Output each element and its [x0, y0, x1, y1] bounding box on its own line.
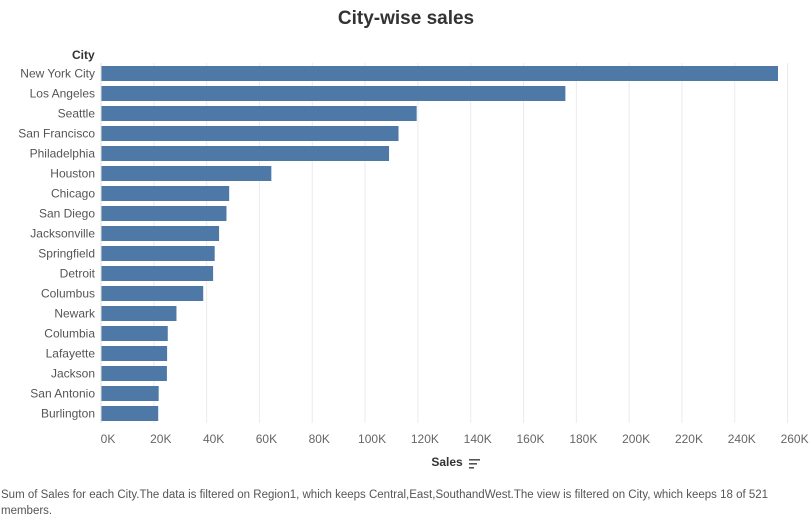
x-tick-label: 180K — [569, 432, 597, 446]
bar[interactable] — [101, 326, 168, 341]
bar[interactable] — [101, 266, 214, 281]
bar[interactable] — [101, 66, 778, 81]
bar[interactable] — [101, 106, 417, 121]
bar[interactable] — [101, 126, 399, 141]
bar-chart: 0K 20K 40K 60K 80K 100K 120K 140K 160K 180K 200K 22… — [18, 63, 809, 446]
category-label: Springfield — [38, 247, 95, 261]
x-tick-label: 100K — [358, 432, 386, 446]
category-label: Columbia — [44, 327, 95, 341]
x-tick-label: 40K — [203, 432, 224, 446]
category-label: San Diego — [39, 207, 95, 221]
x-axis-title: Sales — [0, 455, 812, 469]
category-label: Jacksonville — [30, 227, 95, 241]
bar[interactable] — [101, 286, 204, 301]
x-tick-label: 200K — [622, 432, 650, 446]
sort-icon[interactable] — [468, 458, 481, 469]
bar[interactable] — [101, 366, 167, 381]
category-label: Detroit — [60, 267, 96, 281]
category-label: Lafayette — [46, 347, 96, 361]
bar[interactable] — [101, 186, 230, 201]
bar[interactable] — [101, 306, 177, 321]
chart-caption: Sum of Sales for each City.The data is f… — [1, 489, 769, 517]
bar[interactable] — [101, 226, 220, 241]
x-axis-title-text: Sales — [431, 455, 463, 469]
category-label: New York City — [20, 67, 95, 81]
bar[interactable] — [101, 146, 390, 161]
category-label: Newark — [54, 307, 96, 321]
x-tick-label: 260K — [781, 432, 809, 446]
category-label: Jackson — [51, 367, 95, 381]
city-column-header: City — [72, 48, 95, 62]
category-label: Burlington — [41, 407, 95, 421]
category-label: Los Angeles — [30, 87, 95, 101]
chart-title: City-wise sales — [337, 8, 475, 29]
bar[interactable] — [101, 166, 272, 181]
x-tick-label: 160K — [517, 432, 545, 446]
category-label: San Francisco — [18, 127, 95, 141]
x-tick-label: 240K — [728, 432, 756, 446]
bar[interactable] — [101, 406, 159, 421]
x-tick-label: 0K — [101, 432, 116, 446]
bar[interactable] — [101, 206, 227, 221]
category-label: Chicago — [51, 187, 95, 201]
x-tick-label: 140K — [464, 432, 492, 446]
x-tick-label: 220K — [675, 432, 703, 446]
x-tick-label: 20K — [150, 432, 171, 446]
category-label: Columbus — [41, 287, 95, 301]
x-tick-label: 60K — [256, 432, 277, 446]
category-label: San Antonio — [30, 387, 95, 401]
bar[interactable] — [101, 346, 168, 361]
bar[interactable] — [101, 386, 159, 401]
category-label: Houston — [50, 167, 95, 181]
category-label: Seattle — [58, 107, 96, 121]
bar[interactable] — [101, 246, 215, 261]
x-tick-label: 80K — [309, 432, 330, 446]
category-label: Philadelphia — [30, 147, 96, 161]
bar[interactable] — [101, 86, 566, 101]
x-tick-label: 120K — [411, 432, 439, 446]
